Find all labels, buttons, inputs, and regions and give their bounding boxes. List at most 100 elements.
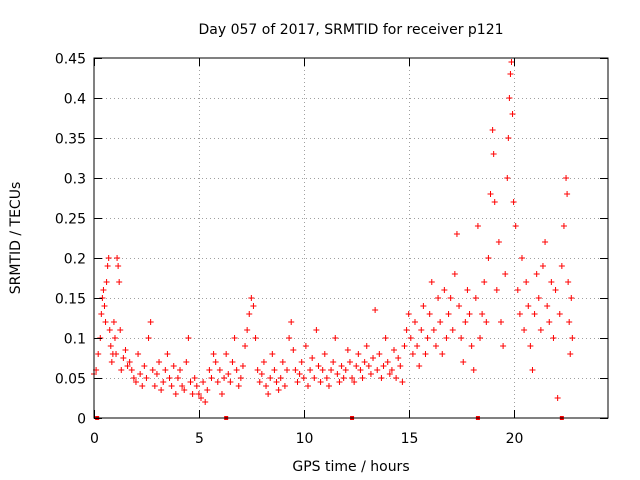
data-point xyxy=(399,379,406,385)
data-point xyxy=(135,351,142,357)
data-point xyxy=(374,367,381,373)
data-point xyxy=(189,391,196,397)
x-tick-label: 15 xyxy=(401,431,419,447)
data-point xyxy=(449,327,456,333)
data-point xyxy=(560,223,567,229)
data-point xyxy=(349,375,356,381)
data-point xyxy=(529,367,536,373)
data-point xyxy=(248,295,255,301)
data-point xyxy=(179,383,186,389)
data-point xyxy=(490,151,497,157)
data-point xyxy=(546,319,553,325)
data-point xyxy=(141,363,148,369)
x-tick-label: 10 xyxy=(296,431,314,447)
data-point xyxy=(210,351,217,357)
data-point xyxy=(221,375,228,381)
data-point xyxy=(309,355,316,361)
data-point xyxy=(493,287,500,293)
data-point xyxy=(313,327,320,333)
data-point xyxy=(319,367,326,373)
data-point xyxy=(359,375,366,381)
data-point xyxy=(564,191,571,197)
data-point xyxy=(106,327,113,333)
data-point xyxy=(477,335,484,341)
data-point xyxy=(489,127,496,133)
data-point xyxy=(104,263,111,269)
data-point xyxy=(336,379,343,385)
data-point xyxy=(422,351,429,357)
data-point xyxy=(107,343,114,349)
data-point xyxy=(116,279,123,285)
data-point xyxy=(263,383,270,389)
data-point xyxy=(363,343,370,349)
data-point xyxy=(200,379,207,385)
data-point xyxy=(218,391,225,397)
data-point xyxy=(481,279,488,285)
y-axis-label: SRMTID / TECUs xyxy=(8,182,24,295)
y-tick-label: 0.1 xyxy=(64,332,86,348)
data-point xyxy=(229,359,236,365)
data-point xyxy=(206,367,213,373)
data-point xyxy=(443,335,450,341)
data-point xyxy=(160,379,167,385)
data-point xyxy=(411,319,418,325)
data-point xyxy=(505,135,512,141)
data-point xyxy=(321,351,328,357)
data-point xyxy=(120,355,127,361)
data-point xyxy=(367,371,374,377)
data-point xyxy=(409,351,416,357)
data-point xyxy=(332,335,339,341)
data-point xyxy=(181,387,188,393)
data-point xyxy=(430,327,437,333)
data-point xyxy=(527,343,534,349)
data-point xyxy=(401,343,408,349)
plot-frame xyxy=(93,57,609,419)
data-point xyxy=(235,383,242,389)
data-point xyxy=(149,367,156,373)
data-point xyxy=(495,239,502,245)
data-point xyxy=(225,371,232,377)
x-tick-label: 5 xyxy=(195,431,204,447)
data-point xyxy=(542,239,549,245)
data-point xyxy=(212,359,219,365)
data-point xyxy=(439,351,446,357)
data-point xyxy=(143,375,150,381)
data-points xyxy=(91,59,576,405)
data-point xyxy=(567,351,574,357)
data-point xyxy=(187,379,194,385)
data-point xyxy=(395,355,402,361)
data-point xyxy=(95,351,102,357)
data-point xyxy=(558,263,565,269)
data-point xyxy=(386,371,393,377)
data-point xyxy=(130,375,137,381)
y-tick-label: 0.15 xyxy=(55,292,86,308)
data-point xyxy=(277,375,284,381)
data-point xyxy=(470,367,477,373)
data-point xyxy=(393,375,400,381)
data-point xyxy=(479,311,486,317)
data-point xyxy=(111,335,118,341)
data-point xyxy=(185,335,192,341)
data-point xyxy=(550,335,557,341)
data-point xyxy=(334,371,341,377)
data-point xyxy=(296,371,303,377)
data-point xyxy=(281,383,288,389)
data-point xyxy=(378,375,385,381)
data-point xyxy=(533,271,540,277)
data-point xyxy=(124,363,131,369)
data-point xyxy=(239,363,246,369)
data-point xyxy=(195,391,202,397)
data-point xyxy=(548,279,555,285)
data-point xyxy=(346,359,353,365)
data-point xyxy=(506,95,513,101)
data-point xyxy=(183,359,190,365)
y-tick-label: 0.45 xyxy=(55,52,86,68)
y-tick-label: 0.05 xyxy=(55,372,86,388)
data-point xyxy=(407,335,414,341)
data-point xyxy=(158,387,165,393)
data-point xyxy=(126,359,133,365)
data-point xyxy=(566,319,573,325)
data-point xyxy=(458,335,465,341)
data-point xyxy=(474,223,481,229)
data-point xyxy=(307,367,314,373)
